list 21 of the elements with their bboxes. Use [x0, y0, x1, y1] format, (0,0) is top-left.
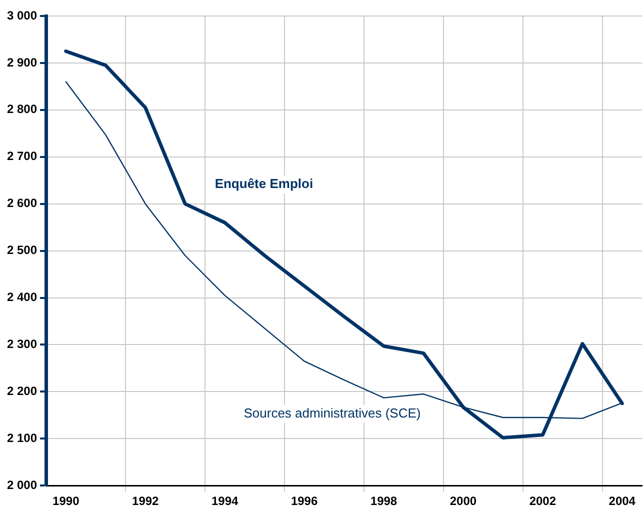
- series-label: Sources administratives (SCE): [244, 405, 421, 420]
- y-tick-label: 2 300: [7, 337, 38, 352]
- y-tick-label: 2 500: [7, 243, 38, 258]
- y-tick-label: 2 900: [7, 55, 38, 70]
- y-tick-label: 2 700: [7, 149, 38, 164]
- y-tick-label: 2 600: [7, 196, 38, 210]
- y-tick-label: 2 000: [7, 478, 38, 492]
- y-tick-label: 2 400: [7, 290, 38, 304]
- series-label: Enquête Emploi: [214, 176, 314, 192]
- x-tick-label: 1992: [132, 494, 160, 508]
- x-tick-label: 2004: [608, 494, 636, 508]
- x-tick-label: 1998: [370, 494, 398, 508]
- x-tick-label: 2000: [450, 494, 477, 508]
- x-tick-label: 1994: [211, 494, 238, 508]
- x-tick-label: 1990: [52, 494, 80, 508]
- y-tick-label: 2 100: [7, 430, 38, 445]
- x-tick-label: 2002: [529, 494, 556, 508]
- y-tick-label: 3 000: [7, 8, 38, 22]
- y-tick-label: 2 200: [7, 384, 38, 398]
- y-tick-label: 2 800: [7, 102, 38, 116]
- x-tick-label: 1996: [290, 494, 318, 508]
